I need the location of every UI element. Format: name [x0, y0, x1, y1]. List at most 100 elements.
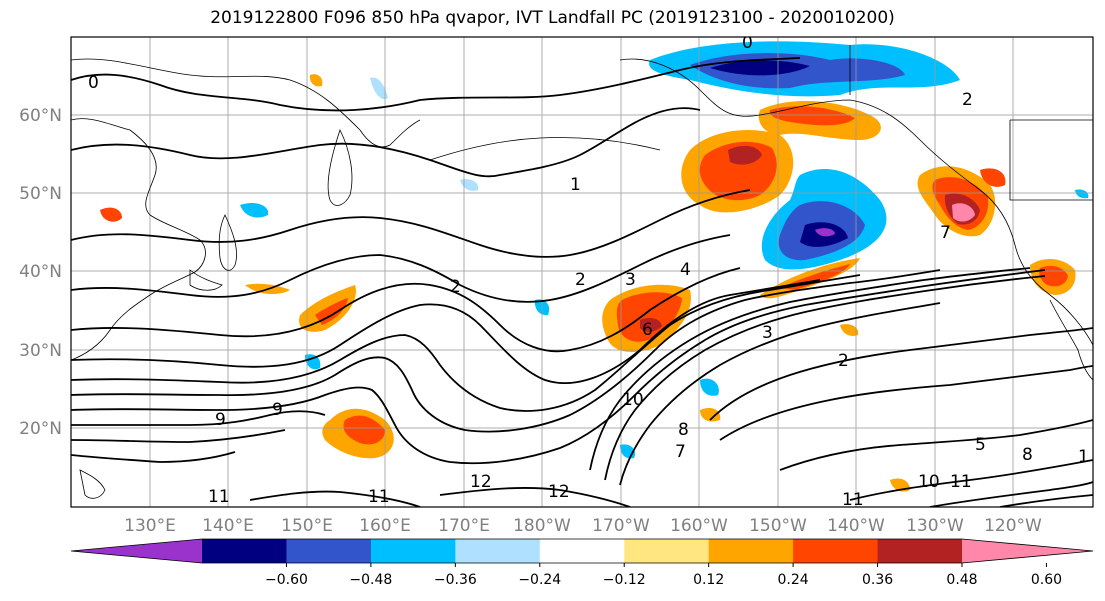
coast-canada [849, 45, 1093, 201]
coast-japan-south [189, 269, 223, 291]
contour-label: 11 [950, 472, 972, 492]
pos-blob-central-deep [640, 318, 662, 332]
colorbar-tick-label: −0.60 [265, 572, 308, 588]
contour-label: 7 [940, 223, 951, 243]
pos-blob-central-core [616, 292, 682, 342]
coast-baja [1049, 299, 1093, 381]
contour-label: 12 [470, 472, 492, 492]
colorbar-swatch [539, 539, 625, 563]
pos-blob-small-6 [309, 74, 323, 87]
contour-label: 10 [918, 472, 940, 492]
coast-kamchatka [327, 128, 353, 206]
pos-blob-small-4 [980, 168, 1006, 187]
colorbar-arrow-high [962, 539, 1093, 563]
colorbar: −0.60 −0.48 −0.36 −0.24 −0.12 0.12 0.24 0.36 0.4… [70, 538, 1094, 588]
contour-label: 11 [842, 490, 864, 510]
pos-blob-small-1 [840, 324, 859, 336]
lon-label: 180°W [513, 516, 571, 536]
colorbar-tick-label: 0.48 [946, 572, 977, 588]
contour-label: 3 [762, 323, 773, 343]
shaded-anomalies [100, 41, 1089, 492]
colorbar-outline [70, 538, 1094, 564]
colorbar-tick-label: 0.24 [778, 572, 809, 588]
contour-label: 0 [88, 73, 99, 93]
contour-label: 8 [678, 420, 689, 440]
colorbar-swatch [202, 539, 287, 563]
colorbar-tick-label: −0.48 [349, 572, 392, 588]
colorbar-tick-label: −0.24 [518, 572, 561, 588]
neg-blob-small-4 [305, 354, 321, 370]
neg-blob-mid-purple [815, 228, 835, 237]
colorbar-swatch [624, 539, 710, 563]
pos-blob-alaska-gulf-deep [728, 145, 762, 165]
contour-label: 4 [680, 260, 691, 280]
ivt-contours [71, 57, 1093, 507]
contour-label: 10 [622, 390, 644, 410]
contour-label: 2 [962, 90, 973, 110]
colorbar-swatch [793, 539, 879, 563]
lon-label: 160°W [670, 516, 728, 536]
figure-title: 2019122800 F096 850 hPa qvapor, IVT Land… [210, 8, 895, 28]
neg-blob-small-6 [700, 378, 719, 396]
neg-blob-small-3 [460, 179, 479, 191]
colorbar-tick-label: 0.60 [1031, 572, 1062, 588]
colorbar-swatch [370, 539, 456, 563]
lon-label: 120°W [984, 516, 1042, 536]
colorbar-tick-label: −0.36 [434, 572, 477, 588]
neg-blob-small-8 [1075, 189, 1089, 199]
colorbar-arrow-low [71, 539, 202, 563]
contour-label: 6 [642, 320, 653, 340]
coast-philippines [79, 469, 106, 499]
colorbar-swatch [455, 539, 541, 563]
pos-blob-japan-east-core [315, 298, 348, 325]
lon-label: 170°W [592, 516, 650, 536]
contour-label: 11 [368, 487, 390, 507]
contour-label: 2 [838, 351, 849, 371]
neg-blob-small-2 [370, 77, 388, 100]
colorbar-tick-label: 0.12 [693, 572, 724, 588]
lat-label: 30°N [19, 341, 62, 361]
colorbar-tick-label: 0.36 [862, 572, 893, 588]
contour-label: 2 [450, 277, 461, 297]
coast-siberia [71, 58, 421, 148]
contour-label: 5 [975, 435, 986, 455]
lon-label: 130°E [124, 516, 176, 536]
pos-blob-south-core [343, 415, 385, 445]
pos-blob-alaska-coast-core [769, 106, 855, 126]
contour-label: 1 [570, 175, 581, 195]
colorbar-swatch [877, 539, 963, 563]
lon-label: 170°E [438, 516, 490, 536]
contour-label: 0 [742, 33, 753, 53]
contour-label: 9 [215, 410, 226, 430]
latitude-labels: 60°N 50°N 40°N 30°N 20°N [19, 106, 62, 439]
lon-label: 150°E [281, 516, 333, 536]
contour-labels: 0 2 2 1 2 3 4 7 6 10 9 9 11 11 12 12 11 … [88, 33, 1089, 510]
lat-label: 40°N [19, 262, 62, 282]
contour-label: 1 [1078, 447, 1089, 467]
coast-asia-east [71, 118, 206, 361]
lon-label: 140°E [202, 516, 254, 536]
colorbar-swatch [286, 539, 372, 563]
pos-blob-small-2 [700, 408, 721, 422]
gridlines [71, 37, 1093, 507]
coast-aleutians [429, 137, 661, 161]
contour-label: 8 [1022, 445, 1033, 465]
contour-label: 3 [625, 270, 636, 290]
pos-blob-bc-coast-pink [952, 203, 975, 222]
lon-label: 130°W [906, 516, 964, 536]
coast-japan [218, 214, 237, 271]
contour-label: 11 [208, 487, 230, 507]
lon-label: 140°W [827, 516, 885, 536]
lon-label: 160°E [359, 516, 411, 536]
contour-label: 7 [675, 442, 686, 462]
colorbar-swatch [708, 539, 794, 563]
lon-label: 150°W [749, 516, 807, 536]
contour-label: 2 [575, 270, 586, 290]
longitude-labels: 130°E 140°E 150°E 160°E 170°E 180°W 170°… [124, 516, 1042, 536]
pos-blob-kamchatka [100, 207, 122, 222]
lat-label: 20°N [19, 419, 62, 439]
neg-blob-small-1 [240, 203, 269, 218]
map-frame [70, 36, 1094, 508]
